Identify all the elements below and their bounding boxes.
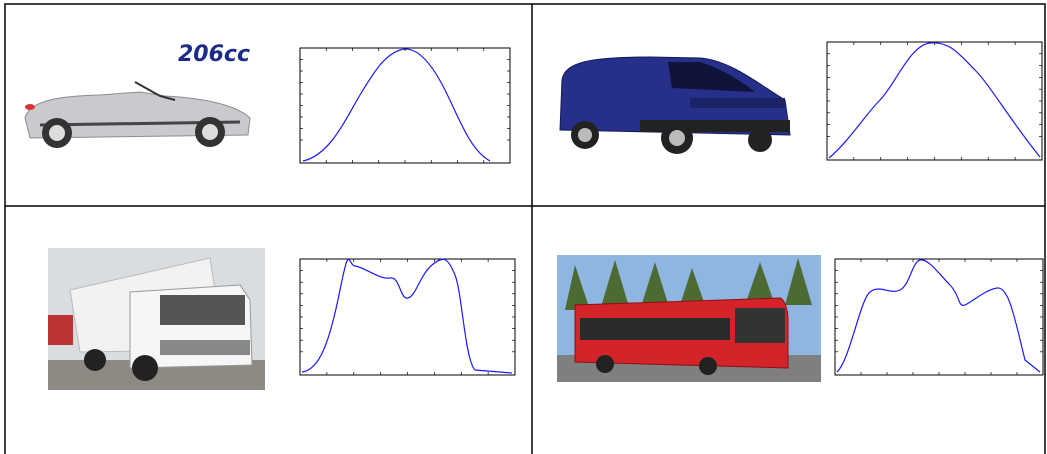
hub bbox=[49, 125, 65, 141]
panel-grid bbox=[4, 3, 1046, 454]
hub bbox=[202, 124, 218, 140]
axis-ticks bbox=[299, 41, 1044, 375]
profile-plot bbox=[299, 47, 511, 164]
trees bbox=[565, 258, 812, 310]
hub bbox=[669, 130, 685, 146]
outer-border bbox=[4, 3, 1046, 454]
windshield bbox=[668, 62, 755, 92]
grille bbox=[160, 340, 250, 355]
profile-plot bbox=[299, 258, 516, 376]
wheel bbox=[84, 349, 106, 371]
wheel bbox=[596, 355, 614, 373]
van-body bbox=[559, 56, 791, 136]
profile-curve bbox=[828, 42, 1041, 159]
truck-image bbox=[48, 248, 265, 390]
profile-curve bbox=[301, 258, 513, 374]
windows bbox=[580, 318, 730, 340]
wheel bbox=[132, 355, 158, 381]
car-body bbox=[24, 91, 251, 139]
logo: 206cc bbox=[178, 42, 250, 67]
bus-image bbox=[557, 255, 821, 382]
wheel bbox=[699, 357, 717, 375]
background-truck bbox=[48, 315, 73, 345]
car-image: 206cc bbox=[24, 42, 251, 148]
profile-plot bbox=[834, 258, 1044, 376]
profile-curve bbox=[836, 259, 1041, 373]
profile-curve bbox=[302, 48, 491, 162]
windshield bbox=[735, 308, 785, 343]
grille bbox=[690, 98, 785, 108]
profile-plot bbox=[826, 41, 1043, 161]
windshield bbox=[134, 81, 176, 101]
wheel bbox=[748, 128, 772, 152]
hub bbox=[578, 128, 592, 142]
van-image bbox=[559, 56, 791, 154]
tail-light bbox=[25, 104, 35, 110]
bumper bbox=[640, 120, 790, 132]
windshield bbox=[160, 295, 245, 325]
